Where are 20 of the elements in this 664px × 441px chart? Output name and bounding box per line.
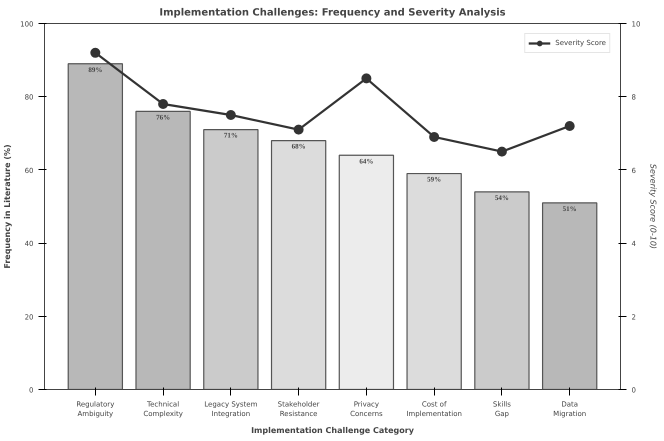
y2-axis-title: Severity Score (0-10) [648,164,658,250]
bar [270,140,326,390]
chart-title: Implementation Challenges: Frequency and Severity Analysis [159,8,506,18]
point [294,124,304,135]
point [226,110,236,120]
point [361,73,372,84]
point [429,132,440,142]
point [564,120,575,131]
y-axis-title: Frequency in Literature (%) [3,144,12,269]
point [90,48,100,58]
bar [474,191,530,390]
bar [406,172,462,390]
point [496,146,507,157]
bar [203,129,259,390]
bar [542,202,598,390]
bar [135,110,191,390]
bar [338,154,394,390]
x-axis-title: Implementation Challenge Category [251,426,415,436]
bar [68,63,124,390]
point [158,99,168,110]
